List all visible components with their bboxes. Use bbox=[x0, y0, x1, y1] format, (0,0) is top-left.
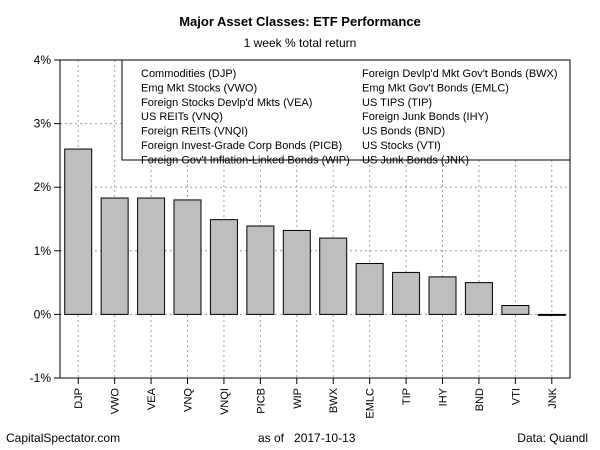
legend-entry: Foreign Devlp'd Mkt Gov't Bonds (BWX) bbox=[362, 68, 558, 80]
legend-entry: Commodities (DJP) bbox=[141, 68, 236, 80]
x-tick-label: VEA bbox=[146, 387, 158, 410]
chart-title: Major Asset Classes: ETF Performance bbox=[179, 14, 421, 29]
x-tick-label: IHY bbox=[438, 387, 450, 406]
x-tick-label: VTI bbox=[510, 388, 522, 405]
legend-entry: Foreign Invest-Grade Corp Bonds (PICB) bbox=[141, 140, 342, 152]
x-tick-label: BWX bbox=[328, 387, 340, 413]
x-tick-label: EMLC bbox=[365, 388, 377, 419]
bar-tip bbox=[392, 271, 421, 315]
legend-entry: Foreign REITs (VNQI) bbox=[141, 126, 248, 138]
as-of-date: as of 2017-10-13 bbox=[258, 431, 355, 445]
date-value: 2017-10-13 bbox=[294, 431, 356, 445]
y-tick-label: 4% bbox=[34, 53, 52, 67]
bar-picb bbox=[246, 225, 275, 315]
legend-entry: Foreign Gov't Inflation-Linked Bonds (WI… bbox=[141, 154, 350, 166]
bar-jnk bbox=[537, 313, 566, 316]
bar-vnqi bbox=[209, 219, 238, 315]
x-tick-label: VNQ bbox=[183, 388, 195, 412]
y-tick-label: 1% bbox=[34, 244, 52, 258]
y-tick-label: 3% bbox=[34, 117, 52, 131]
x-tick-label: VNQI bbox=[219, 388, 231, 415]
bar-bwx bbox=[319, 237, 348, 315]
x-tick-label: PICB bbox=[255, 388, 267, 414]
source-site: CapitalSpectator.com bbox=[6, 431, 121, 445]
legend-entry: Foreign Stocks Devlp'd Mkts (VEA) bbox=[141, 97, 312, 109]
bar-vnq bbox=[173, 199, 202, 315]
bar-emlc bbox=[355, 263, 384, 315]
bar-djp bbox=[64, 148, 93, 315]
bar-wip bbox=[282, 229, 311, 315]
x-tick-label: BND bbox=[474, 388, 486, 411]
legend-entry: US Stocks (VTI) bbox=[362, 140, 441, 152]
x-tick-label: WIP bbox=[292, 388, 304, 409]
legend-entry: US TIPS (TIP) bbox=[362, 97, 432, 109]
bar-bnd bbox=[464, 282, 493, 315]
legend-entry: Emg Mkt Stocks (VWO) bbox=[141, 82, 257, 94]
bar-vti bbox=[501, 304, 530, 315]
legend-entry: Emg Mkt Gov't Bonds (EMLC) bbox=[362, 82, 509, 94]
legend-entry: US REITs (VNQ) bbox=[141, 111, 223, 123]
x-tick-label: JNK bbox=[547, 387, 559, 408]
legend-entry: US Junk Bonds (JNK) bbox=[362, 154, 469, 166]
y-tick-label: 2% bbox=[34, 180, 52, 194]
y-tick-label: -1% bbox=[30, 371, 52, 385]
legend-entry: US Bonds (BND) bbox=[362, 126, 445, 138]
as-of-label: as of bbox=[258, 431, 285, 445]
bar-ihy bbox=[428, 276, 457, 315]
y-tick-label: 0% bbox=[34, 307, 52, 321]
bar-vwo bbox=[100, 197, 129, 315]
x-tick-label: VWO bbox=[110, 388, 122, 415]
bar-vea bbox=[137, 197, 166, 315]
legend-box bbox=[121, 59, 571, 161]
chart-subtitle: 1 week % total return bbox=[243, 36, 357, 50]
legend-entry: Foreign Junk Bonds (IHY) bbox=[362, 111, 489, 123]
x-tick-label: TIP bbox=[401, 388, 413, 405]
x-tick-label: DJP bbox=[73, 388, 85, 409]
data-credit: Data: Quandl bbox=[517, 431, 588, 445]
